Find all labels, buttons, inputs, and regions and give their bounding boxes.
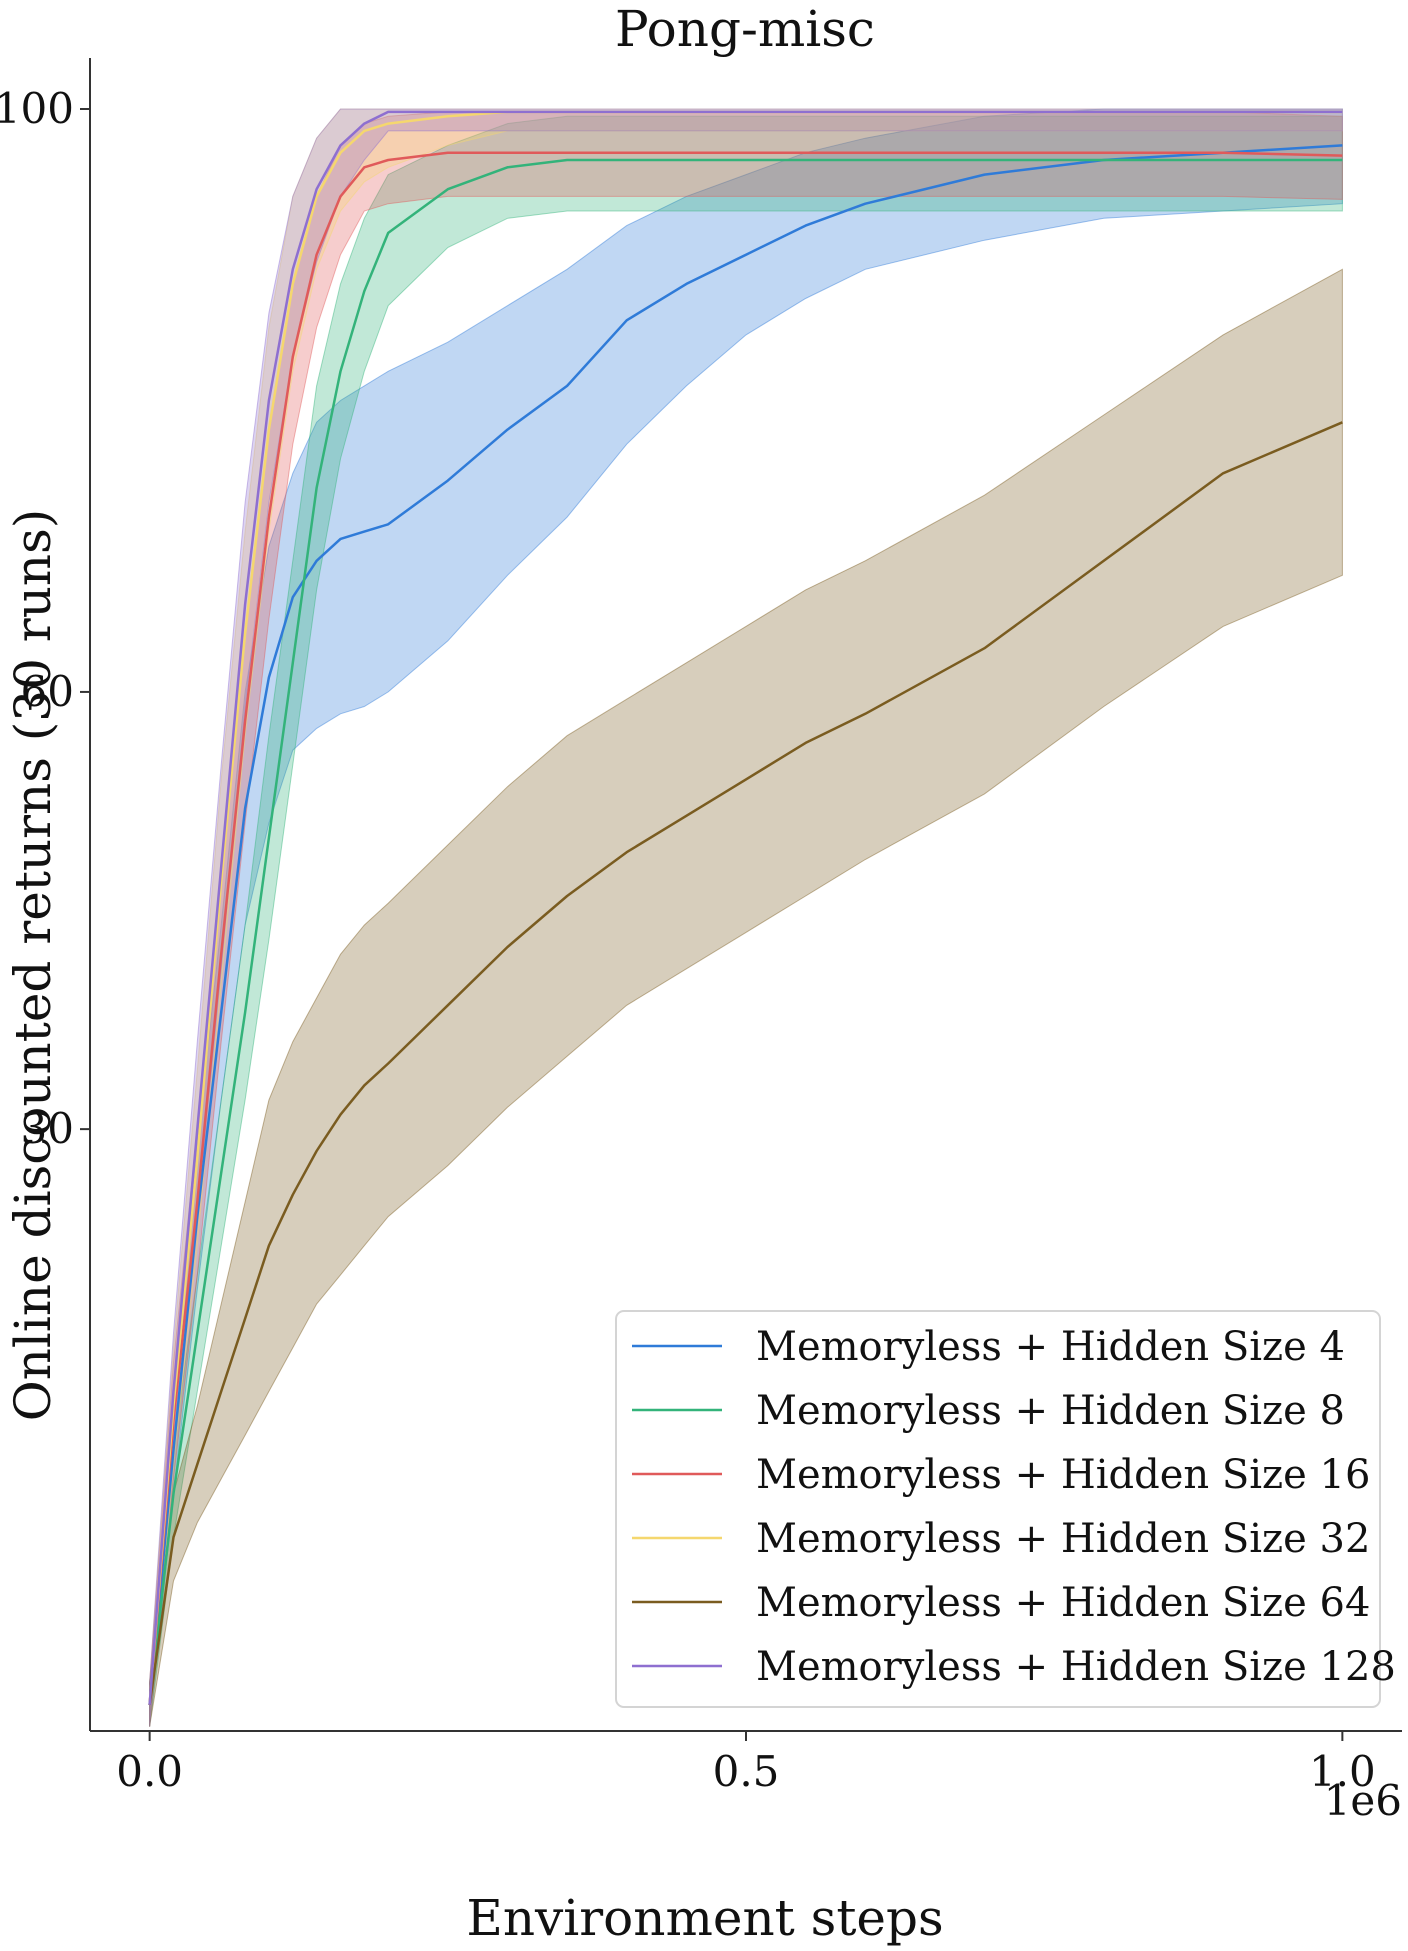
legend-label-4: Memoryless + Hidden Size 64 (756, 1580, 1370, 1626)
legend-label-2: Memoryless + Hidden Size 16 (756, 1452, 1370, 1498)
y-ticks: 100 30 60 (0, 84, 90, 1153)
x-tick-label: 0.0 (116, 1747, 183, 1796)
series-line-2 (148, 151, 1343, 1705)
series-line-1 (148, 158, 1343, 1705)
x-offset-label: 1e6 (1324, 1776, 1402, 1825)
legend: Memoryless + Hidden Size 4 Memoryless + H… (615, 1310, 1396, 1708)
legend-label-1: Memoryless + Hidden Size 8 (756, 1388, 1345, 1434)
x-ticks: 0.0 0.5 1.0 (116, 1731, 1376, 1796)
x-axis-label: Environment steps (466, 1889, 943, 1947)
confidence-bands (149, 108, 1343, 1727)
legend-label-5: Memoryless + Hidden Size 128 (756, 1644, 1396, 1690)
series-line-4 (148, 421, 1343, 1705)
y-tick-label: 30 (21, 1104, 74, 1153)
x-tick-label: 0.5 (713, 1747, 780, 1796)
series-line-0 (148, 144, 1343, 1705)
x-tick-label: 1.0 (1309, 1747, 1376, 1796)
y-axis-label: Online discounted returns (30 runs) (4, 509, 62, 1422)
chart-title: Pong-misc (615, 0, 875, 58)
series-band-4 (149, 268, 1343, 1727)
legend-label-3: Memoryless + Hidden Size 32 (756, 1516, 1370, 1562)
y-tick-label: 60 (21, 667, 74, 716)
series-lines (148, 110, 1343, 1705)
legend-box (615, 1310, 1381, 1708)
series-line-5 (148, 110, 1343, 1705)
series-band-3 (149, 108, 1343, 1727)
legend-label-0: Memoryless + Hidden Size 4 (756, 1324, 1345, 1370)
series-band-1 (149, 115, 1343, 1727)
y-tick-label: 100 (0, 84, 74, 133)
